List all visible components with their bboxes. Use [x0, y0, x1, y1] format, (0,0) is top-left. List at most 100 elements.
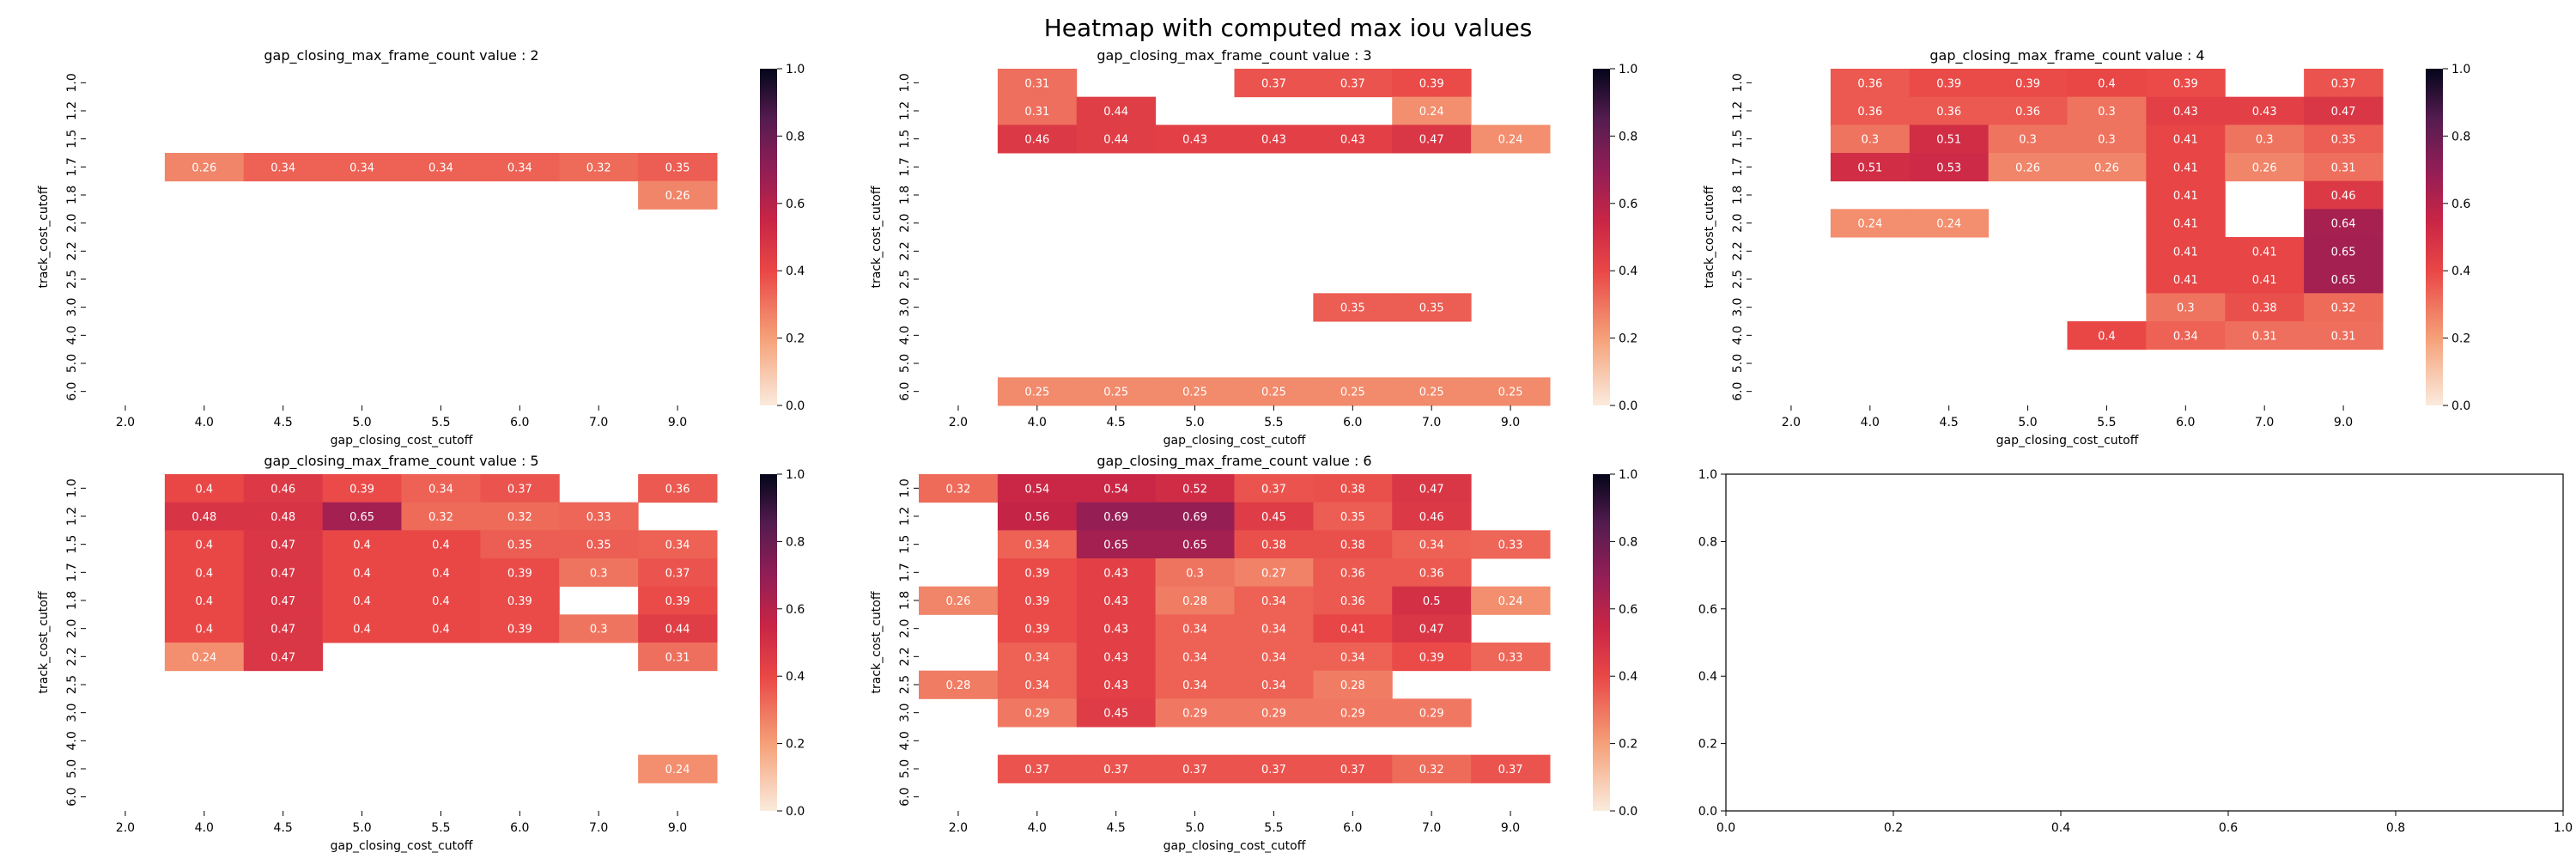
heatmap-cell [2067, 125, 2147, 154]
heatmap-cell [2304, 265, 2384, 294]
x-tick-label: 7.0 [1422, 821, 1441, 835]
x-tick-label: 0.0 [1716, 821, 1735, 835]
cell-value-label: 0.29 [1340, 708, 1365, 721]
cell-value-label: 0.46 [1024, 134, 1049, 147]
cell-value-label: 0.35 [586, 539, 611, 552]
cell-value-label: 0.31 [2252, 330, 2277, 343]
x-tick-label: 4.5 [274, 821, 293, 835]
cell-value-label: 0.34 [2173, 330, 2198, 343]
heatmap-cell [243, 643, 324, 672]
cell-value-label: 0.34 [428, 161, 453, 174]
x-tick-label: 5.5 [1264, 821, 1283, 835]
y-tick-label: 5.0 [65, 354, 79, 373]
heatmap-cell [1234, 502, 1314, 531]
cell-value-label: 0.39 [2173, 77, 2198, 90]
cell-value-label: 0.4 [353, 567, 371, 580]
cell-value-label: 0.36 [2015, 106, 2040, 119]
cell-value-label: 0.41 [2173, 274, 2198, 287]
heatmap-cell [164, 153, 245, 182]
colorbar-tick-label: 0.8 [786, 535, 805, 549]
heatmap-cell [997, 698, 1078, 728]
heatmap-cell [1234, 586, 1314, 615]
cell-value-label: 0.39 [1024, 567, 1049, 580]
y-tick-label: 4.0 [65, 326, 79, 344]
colorbar-tick-label: 1.0 [2451, 63, 2470, 76]
heatmap-cell [1392, 502, 1472, 531]
heatmap-cell [1313, 698, 1393, 728]
heatmap-cell [1234, 558, 1314, 588]
colorbar-tick-label: 0.2 [786, 738, 805, 752]
x-tick-label: 4.5 [1940, 416, 1959, 430]
y-tick-label: 2.5 [1731, 270, 1745, 289]
heatmap-cell [1313, 293, 1393, 322]
cell-value-label: 0.39 [1419, 77, 1444, 90]
heatmap-cell [997, 69, 1078, 98]
cell-value-label: 0.37 [1261, 77, 1286, 90]
colorbar-tick-label: 0.0 [786, 399, 805, 413]
cell-value-label: 0.37 [2331, 77, 2356, 90]
heatmap-cell [1076, 558, 1157, 588]
heatmap-cell [480, 153, 560, 182]
heatmap-cell [1076, 474, 1157, 503]
heatmap-cell [2225, 321, 2305, 350]
heatmap-cell [1234, 530, 1314, 559]
cell-value-label: 0.24 [1936, 218, 1961, 231]
cell-value-label: 0.34 [1340, 651, 1365, 664]
cell-value-label: 0.36 [1857, 77, 1882, 90]
y-tick-label: 1.7 [1731, 157, 1745, 176]
heatmap-cell [1313, 125, 1393, 154]
cell-value-label: 0.65 [2331, 246, 2356, 259]
heatmap-cell [1988, 96, 2068, 125]
cell-value-label: 0.3 [2098, 106, 2116, 119]
cell-value-label: 0.37 [1182, 764, 1207, 777]
cell-value-label: 0.37 [1498, 764, 1523, 777]
y-tick-label: 5.0 [898, 759, 912, 778]
cell-value-label: 0.33 [1498, 651, 1523, 664]
colorbar-tick-label: 1.0 [1619, 468, 1637, 482]
heatmap-cell [243, 530, 324, 559]
cell-value-label: 0.32 [945, 483, 970, 496]
y-tick-label: 0.2 [1698, 738, 1717, 752]
y-tick-label: 2.5 [65, 270, 79, 289]
heatmap-cell [164, 558, 245, 588]
cell-value-label: 0.39 [1024, 624, 1049, 637]
x-axis-label: gap_closing_cost_cutoff [1163, 434, 1306, 448]
heatmap-cell [1155, 586, 1235, 615]
subplot-6: 0.0 0.2 0.4 0.6 0.8 1.0 0.0 0.2 0.4 0.6 0.8 1.0 [1698, 468, 2573, 835]
cell-value-label: 0.46 [2331, 190, 2356, 203]
heatmap-cell [2146, 125, 2226, 154]
heatmap-cell [401, 474, 481, 503]
cell-value-label: 0.46 [1419, 511, 1444, 524]
cell-value-label: 0.43 [1261, 134, 1286, 147]
cell-value-label: 0.41 [2252, 246, 2277, 259]
cell-value-label: 0.3 [2256, 134, 2274, 147]
colorbar-tick-label: 0.2 [2451, 332, 2470, 346]
x-tick-label: 5.0 [1185, 821, 1204, 835]
heatmap-cell [480, 558, 560, 588]
heatmap-cell [1471, 586, 1551, 615]
cell-value-label: 0.34 [1182, 679, 1207, 692]
cell-value-label: 0.31 [1024, 106, 1049, 119]
y-axis-label: track_cost_cutoff [870, 591, 884, 693]
cell-value-label: 0.45 [1261, 511, 1286, 524]
cell-value-label: 0.28 [1340, 679, 1365, 692]
cell-value-label: 0.36 [1419, 567, 1444, 580]
cell-value-label: 0.34 [1261, 624, 1286, 637]
y-tick-label: 2.2 [65, 241, 79, 260]
y-tick-label: 6.0 [65, 382, 79, 401]
cell-value-label: 0.29 [1182, 708, 1207, 721]
heatmap-cell [2146, 321, 2226, 350]
x-tick-label: 7.0 [589, 416, 608, 430]
cell-value-label: 0.37 [1103, 764, 1128, 777]
heatmap-cell [1392, 125, 1472, 154]
cell-value-label: 0.41 [2173, 134, 2198, 147]
cell-value-label: 0.69 [1182, 511, 1207, 524]
cell-value-label: 0.37 [1340, 77, 1365, 90]
x-tick-label: 4.0 [1861, 416, 1880, 430]
heatmap-cell [1155, 474, 1235, 503]
heatmap-cell [638, 530, 718, 559]
cell-value-label: 0.36 [1340, 567, 1365, 580]
cell-value-label: 0.43 [1103, 567, 1128, 580]
x-tick-label: 9.0 [2334, 416, 2353, 430]
cell-value-label: 0.39 [665, 595, 690, 608]
